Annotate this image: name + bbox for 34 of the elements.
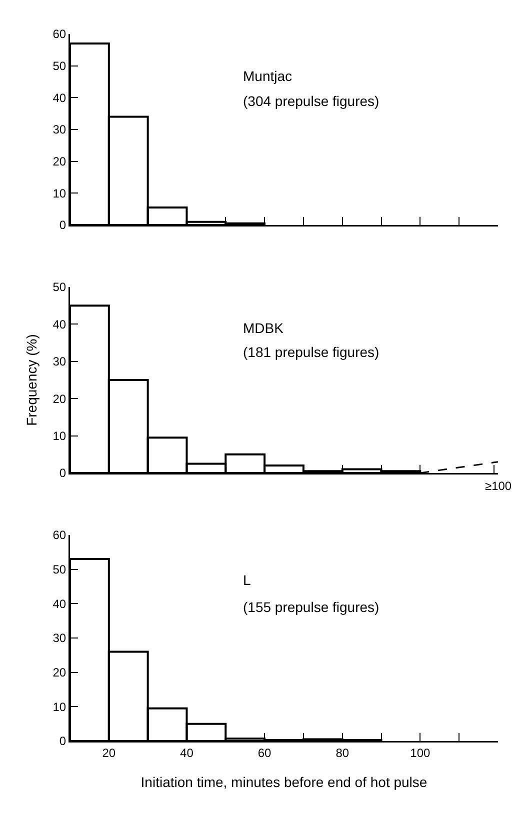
x-tick-label: 40 xyxy=(180,746,194,760)
annotation: L xyxy=(243,572,251,588)
y-tick-label: 50 xyxy=(52,562,66,577)
annotation: MDBK xyxy=(243,320,284,336)
annotation: Muntjac xyxy=(243,68,292,84)
annotation: (181 prepulse figures) xyxy=(243,344,380,360)
x-tick-label: 100 xyxy=(410,746,431,760)
y-tick-label: 10 xyxy=(52,700,66,714)
x-tick-label: 60 xyxy=(258,746,272,760)
text: ≥100 xyxy=(485,479,512,493)
y-tick-label: 40 xyxy=(52,596,66,611)
y-tick-label: 10 xyxy=(52,186,66,200)
y-tick-label: 50 xyxy=(52,280,66,294)
y-tick-label: 30 xyxy=(52,354,66,369)
y-tick-label: 30 xyxy=(52,122,66,137)
y-tick-label: 20 xyxy=(52,666,66,680)
y-tick-label: 30 xyxy=(52,631,66,646)
y-tick-label: 60 xyxy=(52,27,66,42)
x-tick-label: 20 xyxy=(102,746,116,760)
y-tick-label: 20 xyxy=(52,154,66,169)
y-tick-label: 40 xyxy=(52,90,66,105)
y-tick-label: 20 xyxy=(52,392,66,406)
y-tick-label: 0 xyxy=(59,218,66,232)
y-tick-label: 40 xyxy=(52,317,66,332)
x-axis-title: Initiation time, minutes before end of hot pulse xyxy=(140,774,428,790)
y-tick-label: 0 xyxy=(59,466,66,480)
y-tick-label: 60 xyxy=(52,528,66,542)
annotation: (155 prepulse figures) xyxy=(243,599,380,615)
y-tick-label: 0 xyxy=(59,734,66,748)
y-tick-label: 10 xyxy=(52,429,66,443)
y-axis-title: Frequency (%) xyxy=(24,334,40,426)
x-tick-label: 80 xyxy=(336,746,350,760)
annotation: (304 prepulse figures) xyxy=(243,93,380,109)
y-tick-label: 50 xyxy=(52,59,66,74)
